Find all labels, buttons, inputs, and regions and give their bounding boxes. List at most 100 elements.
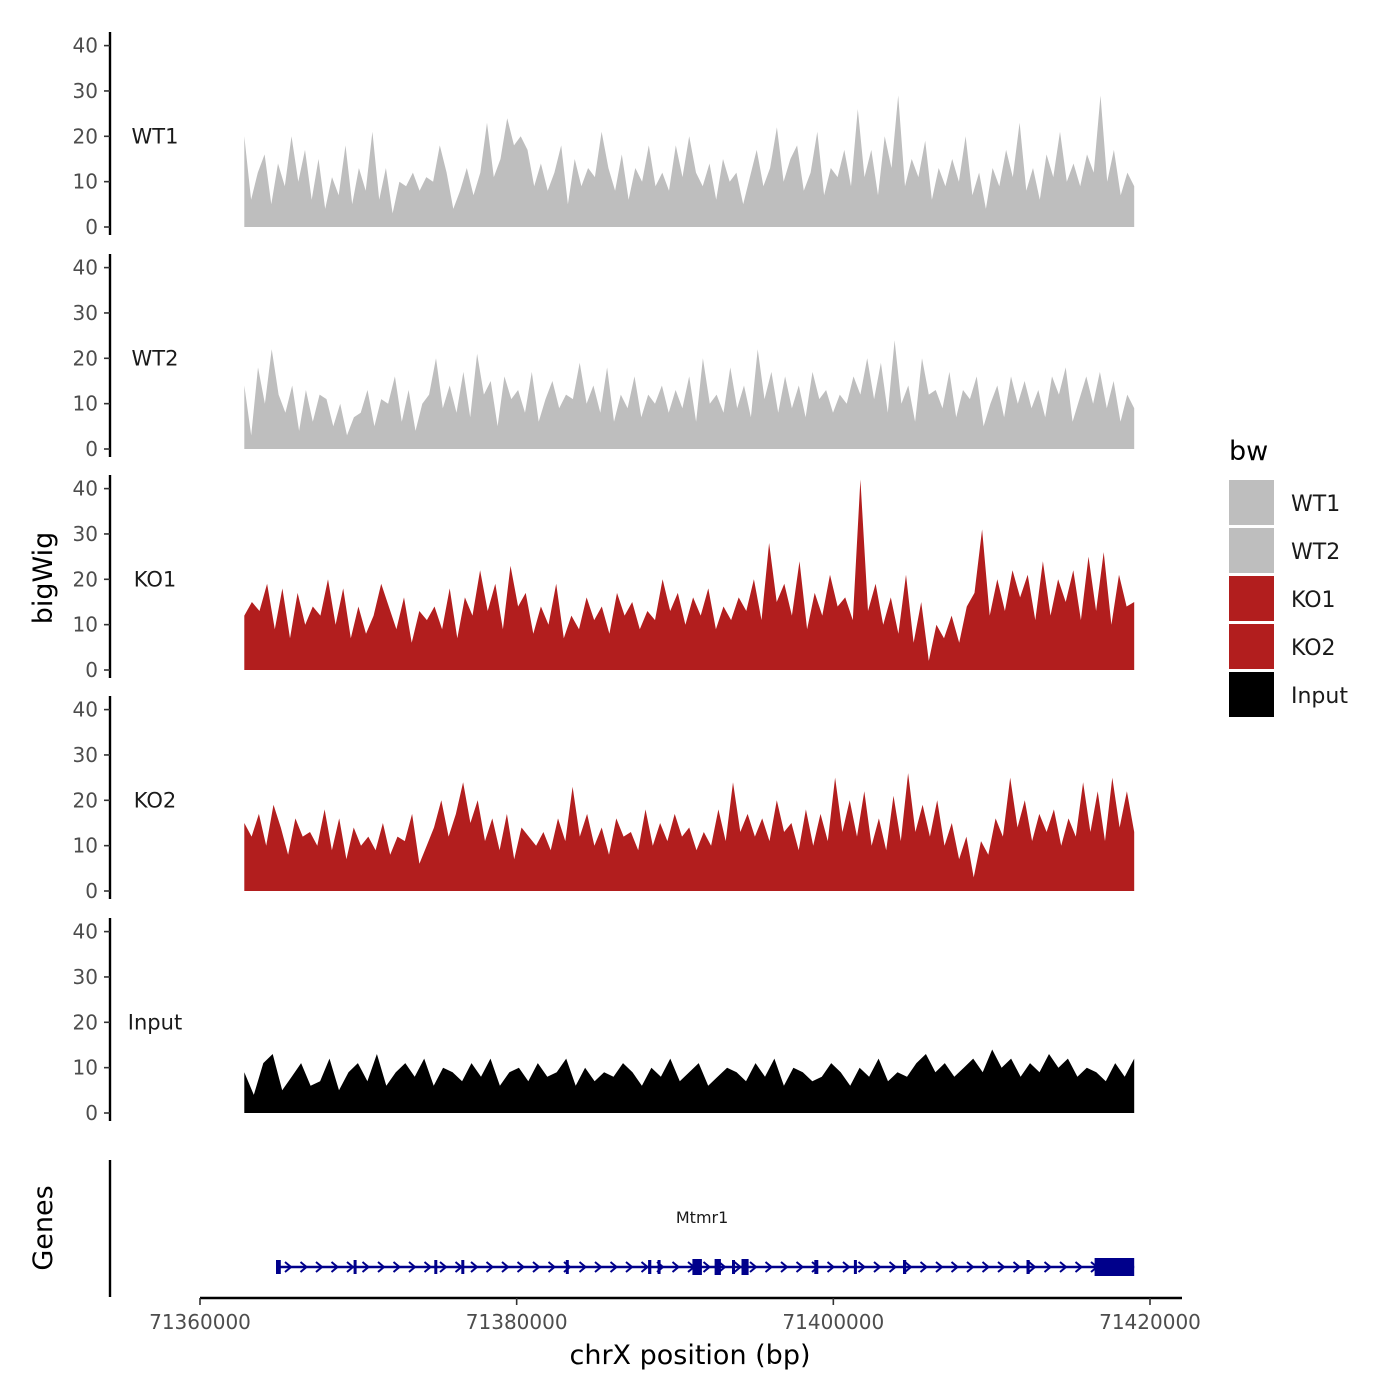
strand-arrow xyxy=(284,1261,293,1273)
strand-arrow xyxy=(842,1261,851,1273)
strand-arrow xyxy=(733,1261,743,1273)
strand-arrow xyxy=(361,1261,371,1273)
legend: bw WT1 WT2 KO1 KO2 Input xyxy=(1229,436,1348,717)
x-axis-title: chrX position (bp) xyxy=(569,1340,810,1371)
strand-arrow xyxy=(640,1261,650,1273)
strand-arrow xyxy=(532,1261,541,1273)
gene-name-label: Mtmr1 xyxy=(676,1208,728,1227)
track-ko1: 0 10 20 30 40 KO1 xyxy=(73,475,1135,682)
strand-arrow xyxy=(1074,1261,1084,1273)
y-tick-label: 30 xyxy=(73,522,98,546)
gene-exon xyxy=(732,1260,735,1274)
legend-label-wt2: WT2 xyxy=(1291,540,1340,565)
x-tick-label: 71360000 xyxy=(149,1310,251,1334)
y-tick-label: 10 xyxy=(73,170,98,194)
gene-exon xyxy=(353,1260,357,1274)
strand-arrow xyxy=(578,1261,588,1273)
strand-arrow xyxy=(888,1261,898,1273)
gene-exon xyxy=(461,1260,465,1274)
y-tick-label: 10 xyxy=(73,834,98,858)
strand-arrow xyxy=(377,1261,386,1273)
strand-arrow xyxy=(919,1261,929,1273)
legend-label-input: Input xyxy=(1291,684,1348,709)
track-ko2: 0 10 20 30 40 KO2 xyxy=(73,696,1135,903)
y-tick-label: 40 xyxy=(73,698,98,722)
y-tick-label: 40 xyxy=(73,477,98,501)
gene-exon xyxy=(903,1260,907,1274)
coverage-area-ko2 xyxy=(244,773,1135,891)
y-tick-label: 0 xyxy=(85,215,98,239)
y-tick-label: 20 xyxy=(73,124,98,148)
strand-arrow xyxy=(1028,1261,1037,1273)
legend-title: bw xyxy=(1229,436,1268,467)
y-tick-label: 0 xyxy=(85,658,98,682)
y-tick-label: 10 xyxy=(73,392,98,416)
strand-arrow xyxy=(516,1261,526,1273)
strand-arrow xyxy=(981,1261,991,1273)
strand-arrow xyxy=(795,1261,805,1273)
strand-arrow xyxy=(547,1261,557,1273)
x-tick-label: 71380000 xyxy=(466,1310,568,1334)
gene-exon xyxy=(714,1259,721,1275)
strand-arrow xyxy=(857,1261,867,1273)
strand-arrow xyxy=(950,1261,960,1273)
strand-arrow xyxy=(609,1261,619,1273)
y-tick-label: 40 xyxy=(73,920,98,944)
y-tick-label: 30 xyxy=(73,79,98,103)
y-tick-label: 40 xyxy=(73,256,98,280)
strand-arrow xyxy=(702,1261,712,1273)
legend-swatch-wt1 xyxy=(1229,480,1274,525)
strand-arrow xyxy=(826,1261,836,1273)
coverage-area-wt1 xyxy=(244,95,1135,227)
gene-exon xyxy=(1094,1258,1135,1276)
coverage-area-input xyxy=(244,1049,1135,1113)
track-label: WT1 xyxy=(132,124,179,148)
strand-arrow xyxy=(1043,1261,1053,1273)
strand-arrow xyxy=(997,1261,1006,1273)
legend-label-wt1: WT1 xyxy=(1291,492,1340,517)
genes-panel: Mtmr1 xyxy=(108,1160,1135,1297)
track-label: Input xyxy=(128,1010,182,1034)
strand-arrow xyxy=(299,1261,309,1273)
strand-arrow xyxy=(625,1261,634,1273)
strand-arrow xyxy=(749,1261,758,1273)
gene-exon xyxy=(741,1259,749,1275)
strand-arrow xyxy=(594,1261,603,1273)
legend-label-ko2: KO2 xyxy=(1291,636,1336,661)
track-wt1: 0 10 20 30 40 WT1 xyxy=(73,32,1135,239)
strand-arrow xyxy=(718,1261,727,1273)
y-tick-label: 20 xyxy=(73,567,98,591)
legend-swatch-ko1 xyxy=(1229,576,1274,621)
y-tick-label: 20 xyxy=(73,1010,98,1034)
gene-exon xyxy=(648,1260,652,1274)
gene-exon xyxy=(276,1260,281,1274)
track-input: 0 10 20 30 40 Input xyxy=(73,918,1135,1125)
coverage-area-wt2 xyxy=(244,340,1135,449)
strand-arrow xyxy=(904,1261,913,1273)
x-tick-label: 71420000 xyxy=(1099,1310,1201,1334)
y-tick-label: 20 xyxy=(73,346,98,370)
strand-arrow xyxy=(764,1261,774,1273)
strand-arrow xyxy=(485,1261,495,1273)
coverage-area-ko1 xyxy=(244,479,1135,670)
strand-arrow xyxy=(501,1261,510,1273)
strand-arrow xyxy=(780,1261,789,1273)
y-tick-label: 30 xyxy=(73,965,98,989)
track-wt2: 0 10 20 30 40 WT2 xyxy=(73,254,1135,461)
genes-panel-title: Genes xyxy=(28,1185,59,1270)
y-tick-label: 30 xyxy=(73,743,98,767)
strand-arrow xyxy=(966,1261,975,1273)
legend-swatch-input xyxy=(1229,672,1274,717)
strand-arrow xyxy=(408,1261,417,1273)
track-panels: 0 10 20 30 40 WT1 0 10 20 30 40 WT2 0 10 20 30 40 KO1 0 10 2… xyxy=(73,32,1135,1125)
gene-exon xyxy=(692,1259,702,1275)
strand-arrow xyxy=(346,1261,355,1273)
y-tick-label: 0 xyxy=(85,437,98,461)
gene-exon xyxy=(814,1260,819,1274)
y-tick-label: 0 xyxy=(85,879,98,903)
gene-exon xyxy=(657,1260,661,1274)
strand-arrow xyxy=(330,1261,340,1273)
legend-swatch-ko2 xyxy=(1229,624,1274,669)
y-tick-label: 20 xyxy=(73,788,98,812)
